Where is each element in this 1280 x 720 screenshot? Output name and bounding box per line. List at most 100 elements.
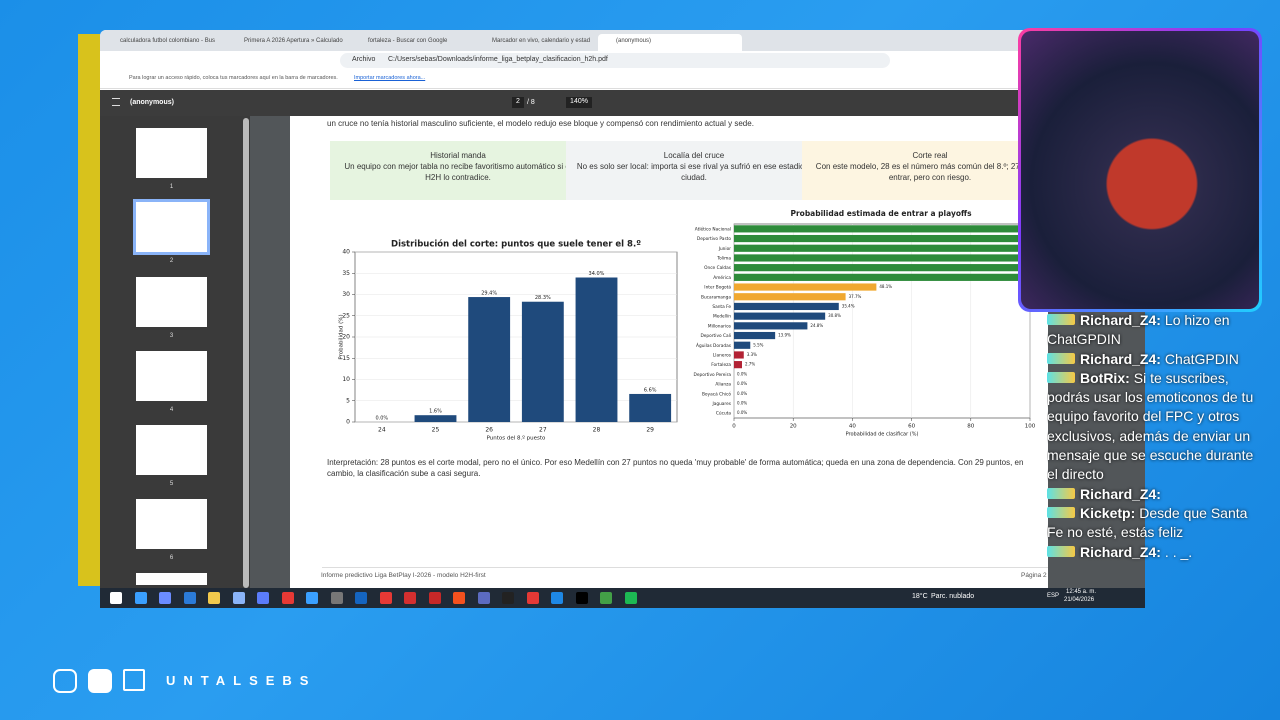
thumbnail-label: 2 — [169, 258, 174, 264]
bookmarks-hint: Para lograr un acceso rápido, coloca tus… — [129, 75, 338, 81]
x-tick-label: 24 — [378, 427, 386, 434]
bar — [734, 322, 808, 330]
taskbar-icon[interactable] — [110, 592, 122, 604]
y-tick-label: Jaguares — [711, 401, 731, 407]
taskbar-icon[interactable] — [404, 592, 416, 604]
value-label: 6.6% — [644, 387, 657, 393]
taskbar-icon[interactable] — [624, 592, 637, 604]
chat-message: Richard_Z4: Lo hizo en ChatGPDIN — [1047, 311, 1265, 350]
screen-edge — [78, 34, 100, 586]
taskbar-icon[interactable] — [379, 592, 392, 604]
menu-icon[interactable] — [112, 98, 120, 106]
clock-time[interactable]: 12:45 a. m. — [1066, 589, 1097, 595]
language[interactable]: ESP — [1047, 593, 1060, 599]
browser-tab[interactable]: Primera A 2026 Apertura » Calculado — [244, 38, 343, 44]
taskbar-icon[interactable] — [575, 592, 588, 604]
address-url[interactable]: C:/Users/sebas/Downloads/informe_liga_be… — [388, 56, 608, 63]
taskbar-icon[interactable] — [257, 592, 269, 604]
chat-text: . . _. — [1164, 543, 1193, 560]
browser-tab[interactable]: (anonymous) — [598, 34, 742, 53]
brand: UNTALSEBS — [166, 673, 317, 688]
twitch-icon[interactable] — [123, 669, 145, 691]
info-card: Localía del cruce No es solo ser local: i… — [566, 141, 822, 200]
page-thumbnail[interactable] — [136, 573, 207, 585]
zoom-input[interactable]: 140% — [566, 97, 592, 108]
doc-intro: un cruce no tenía historial masculino su… — [327, 119, 754, 128]
x-tick-label: 28 — [593, 427, 601, 434]
page-thumbnail[interactable] — [133, 199, 210, 255]
value-label: 0.0% — [375, 416, 388, 422]
y-tick-label: 5 — [346, 397, 350, 404]
bar — [734, 273, 1030, 281]
thumbnail-label: 3 — [169, 333, 174, 339]
doc-interpretation: Interpretación: 28 puntos es el corte mo… — [327, 458, 1024, 478]
bar — [734, 264, 1030, 272]
page-thumbnail[interactable] — [136, 351, 207, 401]
y-tick-label: Águilas Doradas — [696, 342, 732, 349]
taskbar-icon[interactable] — [477, 592, 490, 604]
y-axis-label: Probabilidad (%) — [339, 314, 345, 359]
value-label: 0.0% — [737, 400, 747, 405]
card-title: Historial manda — [430, 151, 486, 160]
taskbar-icon[interactable] — [526, 592, 539, 604]
pdf-title: (anonymous) — [130, 99, 174, 106]
taskbar-icon[interactable] — [330, 592, 343, 604]
taskbar-icon[interactable] — [355, 592, 367, 604]
doc-footer-right: Página 2 — [1021, 572, 1047, 579]
browser-tab[interactable]: calculadora futbol colombiano - Bus — [120, 38, 216, 44]
value-label: 3.3% — [747, 352, 757, 357]
value-label: 5.5% — [753, 342, 763, 347]
chat-badge — [1047, 545, 1075, 557]
taskbar-icon[interactable] — [281, 592, 294, 604]
omnibox[interactable] — [340, 53, 890, 68]
y-tick-label: Junior — [718, 246, 732, 252]
chat-text: Lo hizo en ChatGPDIN — [1047, 312, 1230, 348]
taskbar-icon[interactable] — [453, 592, 465, 604]
taskbar-icon[interactable] — [232, 592, 245, 604]
taskbar-icon[interactable] — [502, 592, 514, 604]
y-tick-label: Once Caldas — [704, 265, 732, 271]
page-input[interactable]: 2 — [512, 97, 524, 108]
value-label: 37.7% — [849, 294, 862, 299]
card-title: Localía del cruce — [663, 151, 725, 160]
webcam-frame — [1018, 28, 1262, 312]
taskbar-icon[interactable] — [183, 592, 196, 604]
bar — [575, 277, 618, 422]
scrollbar[interactable] — [243, 118, 249, 588]
taskbar-icon[interactable] — [159, 592, 171, 604]
y-tick-label: Deportivo Pereira — [694, 372, 732, 378]
y-tick-label: Cúcuta — [716, 410, 731, 417]
y-tick-label: América — [713, 274, 731, 281]
bar — [734, 234, 1030, 243]
value-label: 30.8% — [828, 313, 841, 318]
taskbar-icon[interactable] — [551, 592, 563, 604]
page-thumbnail[interactable] — [136, 277, 207, 327]
chat-user: Richard_Z4: — [1080, 485, 1161, 502]
doc-footer-left: Informe predictivo Liga BetPlay I-2026 -… — [321, 572, 486, 579]
chat-user: Kicketp: — [1080, 504, 1136, 521]
bar — [521, 301, 564, 422]
taskbar-icon[interactable] — [306, 592, 318, 604]
weather-text: Parc. nublado — [931, 593, 975, 600]
taskbar-icon[interactable] — [208, 592, 220, 604]
pdf-gutter — [250, 116, 290, 588]
value-label: 28.3% — [535, 295, 551, 301]
x-tick-label: 26 — [485, 427, 493, 434]
kick-icon[interactable] — [88, 669, 112, 693]
info-card: Historial manda Un equipo con mejor tabla… — [330, 141, 586, 200]
bookmarks-import[interactable]: Importar marcadores ahora... — [354, 75, 426, 81]
page-thumbnail[interactable] — [136, 425, 207, 475]
instagram-icon[interactable] — [53, 669, 77, 693]
browser-tab[interactable]: Marcador en vivo, calendario y estad — [492, 38, 591, 44]
taskbar-icon[interactable] — [600, 592, 612, 604]
chat-text: ChatGPDIN — [1164, 350, 1239, 367]
bar — [734, 302, 839, 311]
page-thumbnail[interactable] — [136, 128, 207, 178]
clock-date[interactable]: 21/04/2026 — [1064, 597, 1095, 603]
taskbar-icon[interactable] — [428, 592, 441, 604]
webcam-video — [1021, 31, 1259, 309]
browser-tab[interactable]: fortaleza - Buscar con Google — [368, 38, 448, 44]
taskbar-icon[interactable] — [134, 592, 147, 604]
page-thumbnail[interactable] — [136, 499, 207, 549]
chat-badge — [1047, 314, 1075, 325]
